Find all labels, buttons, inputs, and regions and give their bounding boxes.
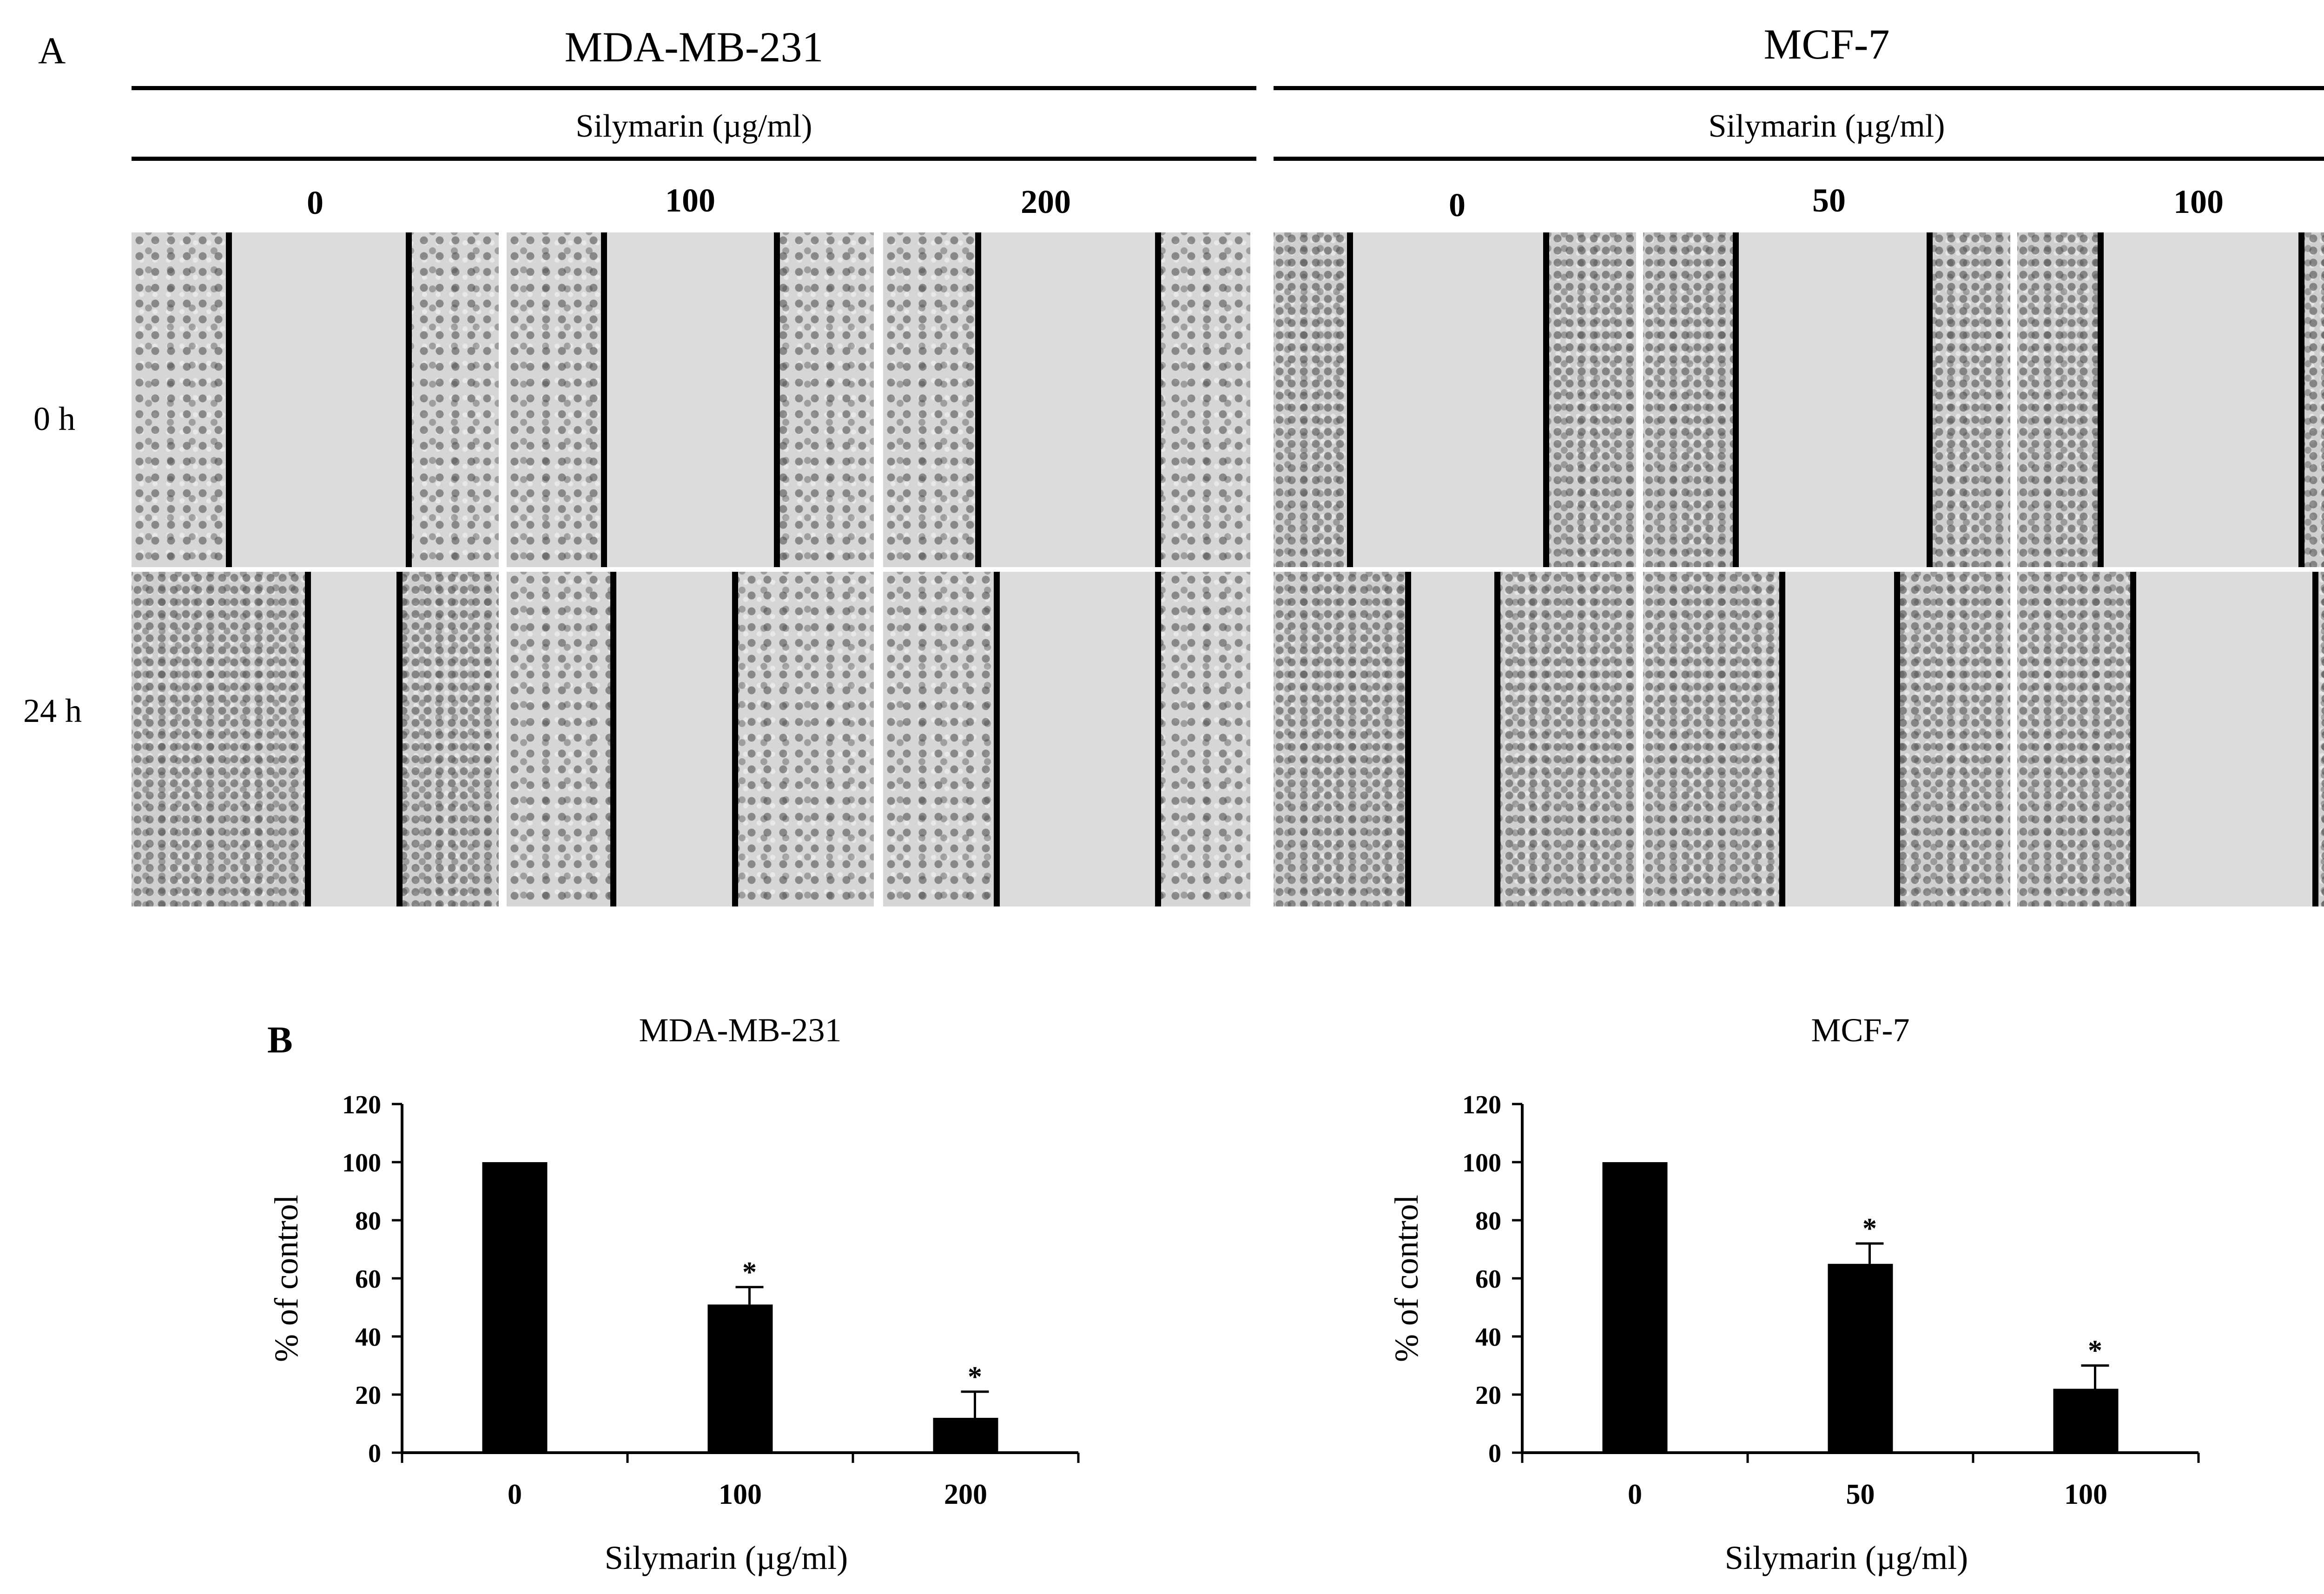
row-label-0h: 0 h [33, 400, 75, 437]
significance-mark: * [1862, 1213, 1877, 1244]
x-axis-label: Silymarin (µg/ml) [1725, 1539, 1968, 1576]
micrograph-mcf7-100-0h [2017, 232, 2324, 567]
y-tick-label: 40 [355, 1323, 381, 1352]
y-axis-label: % of control [1388, 1195, 1425, 1362]
y-axis-label: % of control [268, 1195, 305, 1362]
micrograph-mda-0-24h [132, 572, 499, 906]
y-tick-label: 60 [355, 1265, 381, 1294]
significance-mark: * [968, 1361, 982, 1393]
x-tick-label: 0 [508, 1479, 522, 1510]
panel-a-letter: A [38, 29, 66, 72]
micrograph-mda-0-0h [132, 232, 499, 567]
dose-label: 100 [665, 182, 715, 219]
y-tick-label: 40 [1475, 1323, 1501, 1352]
panel-b-letter: B [267, 1019, 293, 1061]
y-tick-label: 100 [342, 1149, 381, 1177]
micrograph-mda-100-0h [507, 232, 874, 567]
micrograph-mcf7-0-24h [1274, 572, 1636, 906]
x-tick-label: 100 [719, 1479, 762, 1510]
significance-mark: * [2088, 1335, 2102, 1367]
micrograph-mda-200-24h [883, 572, 1250, 906]
bar [1602, 1162, 1668, 1453]
dose-label: 50 [1812, 182, 1846, 219]
significance-mark: * [742, 1257, 757, 1288]
x-tick-label: 50 [1846, 1479, 1875, 1510]
x-tick-label: 200 [944, 1479, 987, 1510]
micrograph-mcf7-0-0h [1274, 232, 1636, 567]
micrograph-mcf7-50-0h [1643, 232, 2010, 567]
row-label-24h: 24 h [23, 692, 82, 729]
group-rule-mcf7-bottom [1274, 157, 2324, 161]
bar [2053, 1389, 2119, 1453]
x-tick-label: 100 [2064, 1479, 2107, 1510]
y-tick-label: 0 [1488, 1439, 1501, 1468]
x-axis-label: Silymarin (µg/ml) [605, 1539, 848, 1576]
y-tick-label: 120 [1462, 1091, 1501, 1119]
bar [482, 1162, 548, 1453]
chart-title: MDA-MB-231 [639, 1012, 841, 1049]
y-tick-label: 100 [1462, 1149, 1501, 1177]
y-tick-label: 60 [1475, 1265, 1501, 1294]
micrograph-mcf7-50-24h [1643, 572, 2010, 906]
group-title-mda: MDA-MB-231 [564, 23, 824, 71]
dose-label: 0 [307, 184, 324, 221]
y-tick-label: 80 [355, 1207, 381, 1236]
y-tick-label: 120 [342, 1091, 381, 1119]
group-rule-mcf7-top [1274, 86, 2324, 90]
bar-chart-mcf7: MCF-7 0 20 40 60 80 100 120 % of control Silymari… [1388, 1012, 2200, 1576]
dose-label: 200 [1021, 183, 1071, 220]
y-tick-label: 20 [355, 1381, 381, 1410]
dose-label: 0 [1449, 186, 1466, 224]
x-tick-label: 0 [1628, 1479, 1642, 1510]
y-tick-label: 0 [368, 1439, 381, 1468]
group-subtitle-mcf7: Silymarin (µg/ml) [1708, 108, 1945, 144]
group-subtitle-mda: Silymarin (µg/ml) [575, 108, 812, 144]
bar [933, 1418, 998, 1453]
bar [1828, 1263, 1893, 1453]
group-rule-mda-bottom [132, 157, 1256, 161]
y-tick-label: 80 [1475, 1207, 1501, 1236]
micrograph-mda-100-24h [507, 572, 874, 906]
micrograph-mcf7-100-24h [2017, 572, 2324, 906]
chart-title: MCF-7 [1811, 1012, 1909, 1049]
dose-label: 100 [2173, 183, 2224, 220]
micrograph-mda-200-0h [883, 232, 1250, 567]
y-tick-label: 20 [1475, 1381, 1501, 1410]
group-title-mcf7: MCF-7 [1763, 20, 1890, 68]
bar-chart-mda: MDA-MB-231 0 20 40 60 80 100 120 % of control Sil… [268, 1012, 1080, 1576]
bar [707, 1304, 773, 1453]
group-rule-mda-top [132, 86, 1256, 90]
